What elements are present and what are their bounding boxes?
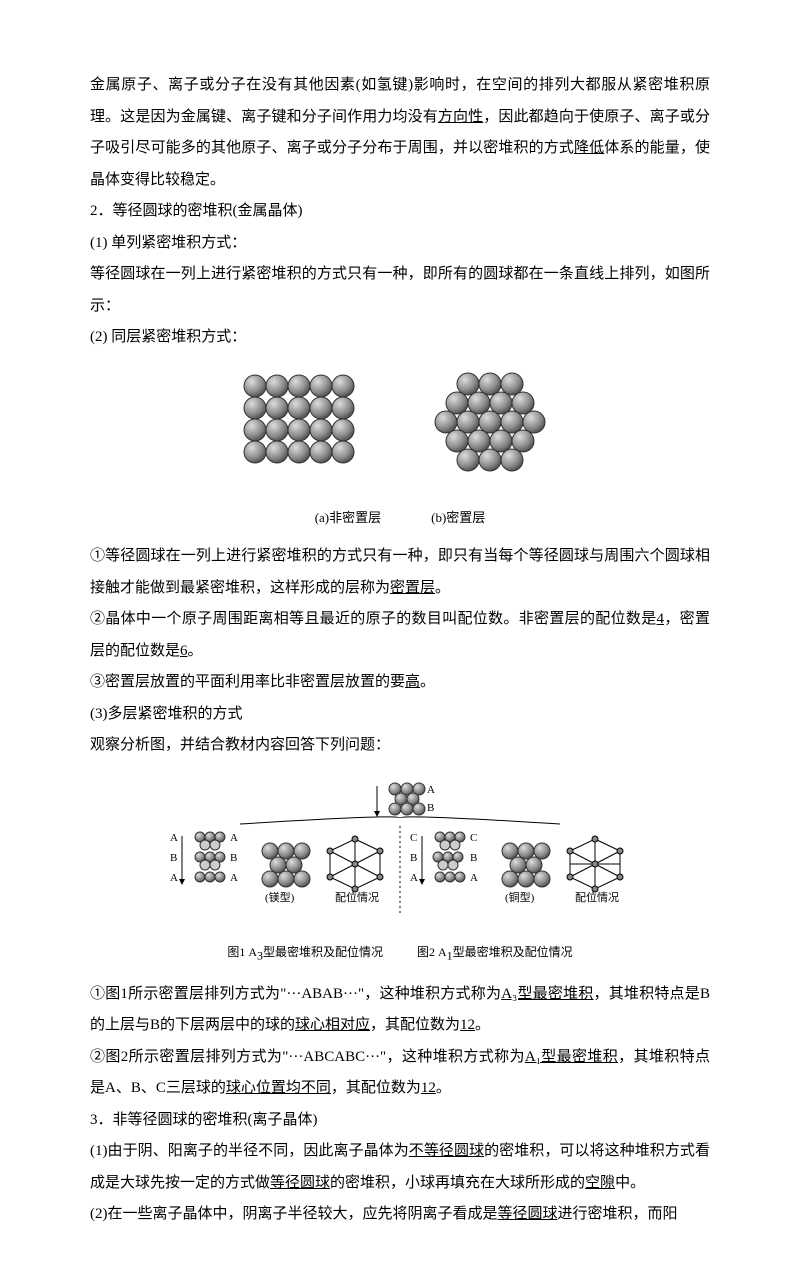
underline-text: 降低 <box>574 140 604 156</box>
svg-text:A: A <box>170 872 178 884</box>
svg-text:A: A <box>410 872 418 884</box>
underline-text: 12 <box>460 1017 475 1033</box>
underline-text: 等径圆球 <box>498 1206 558 1222</box>
section-3-1: (1)由于阴、阳离子的半径不同，因此离子晶体为不等径圆球的密堆积，可以将这种堆积… <box>90 1136 710 1199</box>
underline-text: 密置层 <box>390 580 435 596</box>
text: ，其配位数为 <box>331 1080 421 1096</box>
sphere-packing-diagram <box>235 368 565 488</box>
svg-text:A: A <box>170 832 178 844</box>
svg-text:A: A <box>230 872 238 884</box>
svg-text:C: C <box>410 832 417 844</box>
figure-b: A B A B A A B A <box>90 776 710 969</box>
text: ②图2所示密置层排列方式为"···ABCABC···"，这种堆积方式称为 <box>90 1049 525 1065</box>
label-a: A <box>427 784 435 796</box>
top-cluster: A B <box>374 783 435 817</box>
section-2-1: (1) 单列紧密堆积方式： <box>90 228 710 260</box>
section-3-2: (2)在一些离子晶体中，阴离子半径较大，应先将阴离子看成是等径圆球进行密堆积，而… <box>90 1199 710 1231</box>
figure-a-caption: (a)非密置层 (b)密置层 <box>90 504 710 531</box>
item-3: ③密置层放置的平面利用率比非密置层放置的要高。 <box>90 667 710 699</box>
close-packed-layer <box>435 373 545 471</box>
text: ②晶体中一个原子周围距离相等且最近的原子的数目叫配位数。非密置层的配位数是 <box>90 611 657 627</box>
figure-a: (a)非密置层 (b)密置层 <box>90 368 710 532</box>
cu-label: (铜型) <box>505 890 535 904</box>
text: ③密置层放置的平面利用率比非密置层放置的要 <box>90 674 405 690</box>
coord-label: 配位情况 <box>575 890 619 904</box>
svg-text:B: B <box>170 852 177 864</box>
section-2-1-text: 等径圆球在一列上进行紧密堆积的方式只有一种，即所有的圆球都在一条直线上排列，如图… <box>90 259 710 322</box>
text: 。 <box>188 643 203 659</box>
text: (2)在一些离子晶体中，阴离子半径较大，应先将阴离子看成是 <box>90 1206 498 1222</box>
stacking-diagram: A B A B A A B A <box>150 776 650 926</box>
svg-text:B: B <box>410 852 417 864</box>
underline-text: A₁型最密堆积 <box>525 1049 618 1065</box>
text: ①图1所示密置层排列方式为"···ABAB···"，这种堆积方式称为 <box>90 986 501 1002</box>
item-1: ①等径圆球在一列上进行紧密堆积的方式只有一种，即只有当每个等径圆球与周围六个圆球… <box>90 541 710 604</box>
intro-paragraph: 金属原子、离子或分子在没有其他因素(如氢键)影响时，在空间的排列大都服从紧密堆积… <box>90 70 710 196</box>
svg-text:B: B <box>470 852 477 864</box>
svg-text:A: A <box>470 872 478 884</box>
caption-1: 图1 A3型最密堆积及配位情况 <box>227 940 383 969</box>
underline-text: 4 <box>657 611 665 627</box>
question-1: ①图1所示密置层排列方式为"···ABAB···"，这种堆积方式称为A₃型最密堆… <box>90 979 710 1042</box>
label-b: B <box>427 802 434 814</box>
underline-text: 不等径圆球 <box>409 1143 484 1159</box>
text: 进行密堆积，而阳 <box>558 1206 678 1222</box>
right-panel: C B A C B A <box>410 832 623 904</box>
svg-text:B: B <box>230 852 237 864</box>
underline-text: 球心相对应 <box>295 1017 370 1033</box>
text: 。 <box>436 1080 451 1096</box>
underline-text: 等径圆球 <box>270 1175 330 1191</box>
section-2-3: (3)多层紧密堆积的方式 <box>90 699 710 731</box>
svg-text:C: C <box>470 832 477 844</box>
underline-text: 方向性 <box>438 109 483 125</box>
underline-text: 12 <box>421 1080 436 1096</box>
caption-2: 图2 A1型最密堆积及配位情况 <box>417 940 573 969</box>
figure-b-captions: 图1 A3型最密堆积及配位情况 图2 A1型最密堆积及配位情况 <box>90 940 710 969</box>
coord-label: 配位情况 <box>335 890 379 904</box>
caption-b: (b)密置层 <box>431 504 485 531</box>
left-panel: A B A A B A <box>170 832 383 904</box>
text: 中。 <box>615 1175 645 1191</box>
svg-text:A: A <box>230 832 238 844</box>
text: 的密堆积，小球再填充在大球所形成的 <box>330 1175 585 1191</box>
text: ，其配位数为 <box>370 1017 460 1033</box>
text: 。 <box>435 580 450 596</box>
section-2-title: 2．等径圆球的密堆积(金属晶体) <box>90 196 710 228</box>
mg-label: (镁型) <box>265 890 295 904</box>
underline-text: 高 <box>405 674 420 690</box>
text: 。 <box>475 1017 490 1033</box>
underline-text: 6 <box>180 643 188 659</box>
underline-text: A₃型最密堆积 <box>501 986 593 1002</box>
text: 。 <box>420 674 435 690</box>
section-2-2: (2) 同层紧密堆积方式： <box>90 322 710 354</box>
underline-text: 球心位置均不同 <box>226 1080 331 1096</box>
item-2: ②晶体中一个原子周围距离相等且最近的原子的数目叫配位数。非密置层的配位数是4，密… <box>90 604 710 667</box>
non-close-packed-layer <box>244 375 354 463</box>
text: (1)由于阴、阳离子的半径不同，因此离子晶体为 <box>90 1143 409 1159</box>
underline-text: 空隙 <box>585 1175 615 1191</box>
caption-a: (a)非密置层 <box>315 504 381 531</box>
section-2-3-text: 观察分析图，并结合教材内容回答下列问题： <box>90 730 710 762</box>
question-2: ②图2所示密置层排列方式为"···ABCABC···"，这种堆积方式称为A₁型最… <box>90 1042 710 1105</box>
